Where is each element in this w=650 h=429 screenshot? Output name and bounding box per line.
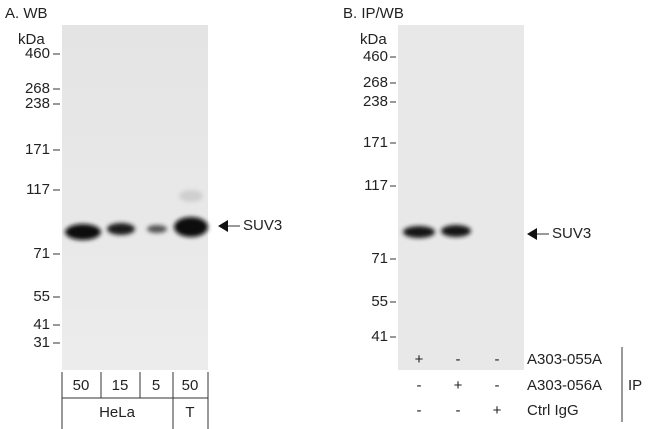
arrows — [218, 220, 549, 240]
group-label: T — [185, 404, 194, 421]
ip-mark: - — [456, 402, 461, 419]
ip-mark: - — [417, 402, 422, 419]
ip-mark: + — [415, 351, 424, 368]
target-label: SUV3 — [243, 217, 282, 234]
marker-label: 41 — [33, 316, 50, 333]
ip-mark: - — [495, 351, 500, 368]
marker-label: 268 — [363, 74, 388, 91]
lane-label: 50 — [182, 377, 199, 394]
unit: kDa — [360, 31, 387, 48]
marker-label: 71 — [33, 245, 50, 262]
row-label: Ctrl IgG — [527, 402, 579, 419]
unit: kDa — [18, 31, 45, 48]
marker-label: 55 — [371, 293, 388, 310]
marker-label: 117 — [26, 181, 50, 198]
group-label: IP — [628, 377, 642, 394]
marker-label: 71 — [371, 250, 388, 267]
marker-label: 238 — [25, 95, 50, 112]
marker-label: 171 — [363, 134, 388, 151]
marker-label: 460 — [363, 48, 388, 65]
panel-title: B. IP/WB — [343, 5, 404, 22]
target-label: SUV3 — [552, 225, 591, 242]
ip-mark: + — [493, 402, 502, 419]
table-lines-a — [61, 372, 209, 429]
marker-label: 238 — [363, 93, 388, 110]
marker-label: 31 — [33, 334, 50, 351]
marker-label: 117 — [364, 177, 388, 194]
lane-label: 15 — [112, 377, 129, 394]
bands-a — [65, 190, 208, 240]
bands-b — [403, 225, 471, 238]
marker-label: 460 — [25, 45, 50, 62]
row-label: A303-055A — [527, 351, 602, 368]
marker-label: 55 — [33, 288, 50, 305]
group-label: HeLa — [99, 404, 136, 421]
lane-label: 5 — [152, 377, 160, 394]
row-label: A303-056A — [527, 377, 602, 394]
panel-title: A. WB — [5, 5, 48, 22]
marker-label: 41 — [371, 328, 388, 345]
ip-mark: + — [454, 377, 463, 394]
marker-label: 171 — [25, 141, 50, 158]
ip-mark: - — [456, 351, 461, 368]
blot-b — [398, 25, 524, 370]
marker-label: 268 — [25, 80, 50, 97]
lane-label: 50 — [73, 377, 90, 394]
ip-mark: - — [417, 377, 422, 394]
ip-mark: - — [495, 377, 500, 394]
